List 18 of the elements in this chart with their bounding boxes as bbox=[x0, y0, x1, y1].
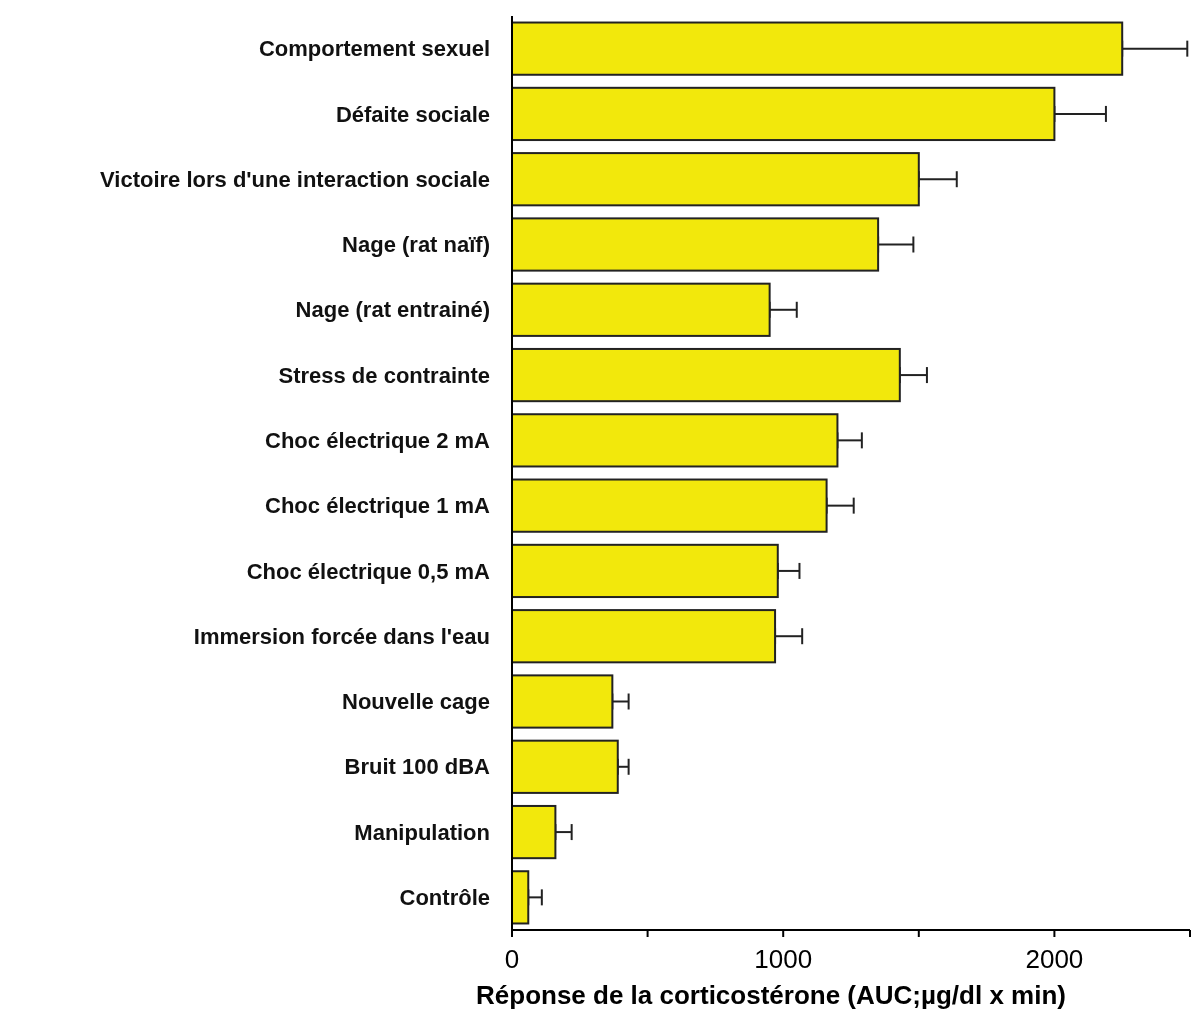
y-tick-label: Défaite sociale bbox=[335, 101, 490, 127]
x-axis-title: Réponse de la corticostérone (AUC;µg/dl x min) bbox=[476, 980, 1066, 1010]
y-tick-label: Immersion forcée dans l'eau bbox=[193, 623, 490, 649]
y-tick-label: Stress de contrainte bbox=[278, 362, 490, 388]
y-tick-label: Choc électrique 0,5 mA bbox=[246, 558, 491, 584]
y-tick-label: Victoire lors d'une interaction sociale bbox=[100, 166, 490, 192]
x-tick-label: 1000 bbox=[754, 944, 813, 974]
y-tick-label: Contrôle bbox=[399, 885, 490, 911]
y-tick-label: Choc électrique 2 mA bbox=[265, 428, 491, 454]
y-tick-label: Manipulation bbox=[354, 819, 490, 845]
y-tick-label: Bruit 100 dBA bbox=[344, 754, 491, 780]
y-tick-label: Nage (rat naïf) bbox=[342, 232, 490, 258]
y-tick-label: Choc électrique 1 mA bbox=[265, 493, 491, 519]
y-tick-label: Comportement sexuel bbox=[258, 36, 490, 62]
x-tick-label: 0 bbox=[504, 944, 520, 974]
x-tick-label: 2000 bbox=[1025, 944, 1084, 974]
y-tick-label: Nage (rat entrainé) bbox=[295, 297, 490, 323]
y-tick-label: Nouvelle cage bbox=[342, 689, 490, 715]
